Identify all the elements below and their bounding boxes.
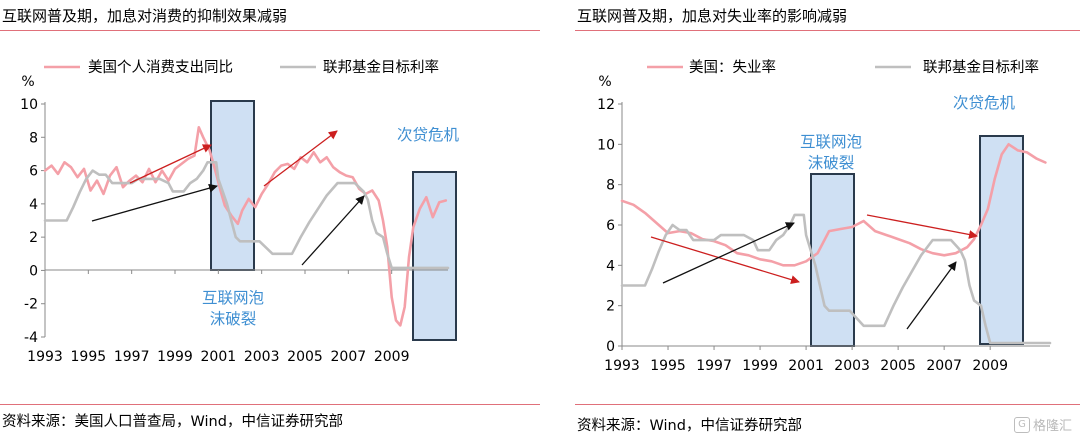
left-annotation-2-line-1: 次贷危机 [397,126,460,144]
left-trend-arrow-4 [301,195,365,266]
right-x-tick-label: 1995 [650,358,686,374]
left-highlight-box-1 [210,100,255,271]
left-title-rule [0,30,540,31]
left-x-tick-label: 2003 [244,349,280,365]
right-y-unit-label: % [598,74,611,90]
right-x-tick-label: 2001 [788,358,824,374]
left-chart-title: 互联网普及期，加息对消费的抑制效果减弱 [2,7,288,25]
left-y-tick-label: -2 [24,297,38,313]
left-chart-panel: 互联网普及期，加息对消费的抑制效果减弱 10 8 6 4 2 0 -2 -4% 1993 1995… [0,7,540,430]
right-title-rule [575,30,1080,31]
right-source-rule [575,404,1080,405]
left-trend-arrow-3 [91,183,218,222]
right-x-tick-label: 2007 [926,358,962,374]
right-y-tick-label: 6 [606,218,615,234]
left-series-line-2 [43,161,450,270]
left-x-tick-label: 2009 [374,349,410,365]
left-series-line-1 [43,126,448,327]
left-x-tick-label: 2005 [287,349,323,365]
left-x-tick-label: 2007 [331,349,367,365]
right-highlight-box-1 [810,173,855,347]
left-y-tick-label: 8 [29,130,38,146]
right-annotation-1-line-2: 沫破裂 [808,154,855,172]
left-y-tick-label: 10 [20,97,38,113]
left-source-note: 资料来源：美国人口普查局，Wind，中信证券研究部 [2,414,343,430]
left-annotation-1-line-2: 沫破裂 [210,310,257,328]
right-trend-arrow-3 [662,222,795,284]
right-chart-title: 互联网普及期，加息对失业率的影响减弱 [577,7,848,25]
left-x-tick-label: 2001 [201,349,237,365]
right-x-tick-label: 1999 [742,358,778,374]
left-chart: 10 8 6 4 2 0 -2 -4% 1993 1995 1997 1999 2001 2003 2005… [20,59,460,365]
left-legend-label-2: 联邦基金目标利率 [323,59,439,76]
left-y-unit-label: % [21,74,34,90]
right-y-tick-label: 4 [606,258,615,274]
left-highlight-box-2 [412,171,457,341]
right-x-tick-label: 2003 [834,358,870,374]
left-x-tick-label: 1999 [157,349,193,365]
left-annotation-1-line-1: 互联网泡 [202,289,264,307]
right-series-line-2 [620,213,1052,345]
right-y-tick-label: 10 [597,137,615,153]
right-legend-label-2: 联邦基金目标利率 [923,59,1039,76]
left-y-tick-label: 0 [29,263,38,279]
left-x-tick-label: 1993 [27,349,63,365]
right-legend-label-1: 美国：失业率 [689,59,776,76]
left-trend-arrow-1 [129,144,212,184]
left-source-rule [0,404,540,405]
right-trend-arrow-1 [650,236,800,284]
right-trend-arrow-2 [866,214,978,239]
left-y-tick-label: -4 [24,330,38,346]
right-y-tick-label: 8 [606,178,615,194]
right-x-tick-label: 2005 [880,358,916,374]
left-x-tick-label: 1997 [114,349,150,365]
right-trend-arrow-4 [906,261,957,330]
right-annotation-2-line-1: 次贷危机 [953,94,1016,112]
left-y-tick-label: 2 [29,230,38,246]
watermark-logo-icon: G [1013,416,1030,433]
left-legend-label-1: 美国个人消费支出同比 [88,59,233,76]
left-y-tick-label: 6 [29,164,38,180]
right-chart-panel: 互联网普及期，加息对失业率的影响减弱 12 10 8 6 4 2 0% 1993 1995 199… [575,0,1080,440]
left-y-tick-label: 4 [29,197,38,213]
right-y-tick-label: 0 [606,339,615,355]
right-x-tick-label: 1997 [696,358,732,374]
watermark: G 格隆汇 [1013,415,1072,434]
right-x-tick-label: 2009 [972,358,1008,374]
right-y-tick-label: 2 [606,299,615,315]
right-annotation-1-line-1: 互联网泡 [800,133,862,151]
left-x-tick-label: 1995 [71,349,107,365]
watermark-text: 格隆汇 [1032,419,1072,434]
right-y-tick-label: 12 [597,97,615,113]
right-chart: 12 10 8 6 4 2 0% 1993 1995 1997 1999 2001 2003 2005 20… [597,59,1052,374]
right-x-tick-label: 1993 [604,358,640,374]
right-highlight-box-2 [979,135,1024,345]
right-series-line-1 [620,143,1047,267]
right-source-note: 资料来源：Wind，中信证券研究部 [577,418,802,434]
left-trend-arrow-2 [263,130,338,187]
